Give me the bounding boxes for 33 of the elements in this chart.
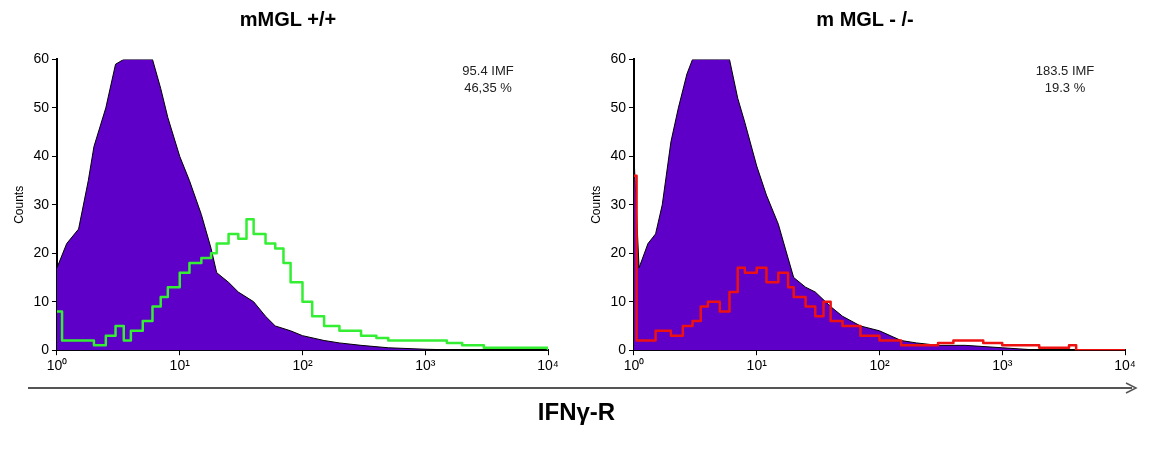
y-axis-title: Counts [11, 185, 26, 224]
y-tick-label: 30 [610, 195, 627, 212]
y-tick-label: 60 [33, 50, 50, 67]
x-tick-label: 10³ [992, 357, 1013, 374]
y-tick-label: 60 [610, 50, 627, 67]
annotation: 46,35 % [464, 80, 513, 96]
y-tick-label: 20 [610, 244, 627, 261]
y-tick-label: 50 [610, 98, 627, 115]
y-tick-label: 50 [33, 98, 50, 115]
y-axis-title: Counts [588, 185, 603, 224]
y-tick-label: 30 [33, 195, 50, 212]
x-tick-label: 10¹ [746, 357, 768, 374]
y-tick-label: 0 [41, 341, 50, 358]
y-tick-label: 10 [33, 292, 50, 309]
annotation: 95.4 IMF [462, 63, 514, 79]
y-tick-label: 40 [610, 147, 627, 164]
chart-title: mMGL +/+ [238, 8, 338, 32]
x-tick-label: 10⁰ [623, 357, 645, 374]
annotation: 19.3 % [1044, 80, 1086, 96]
x-tick-label: 10⁴ [537, 357, 559, 374]
y-tick-label: 10 [610, 292, 627, 309]
y-tick-label: 40 [33, 147, 50, 164]
x-tick-label: 10² [292, 357, 313, 374]
y-tick-label: 20 [33, 244, 50, 261]
x-tick-label: 10² [869, 357, 890, 374]
x-tick-label: 10³ [415, 357, 436, 374]
y-tick-label: 0 [618, 341, 627, 358]
x-axis-title: IFNγ-R [536, 398, 617, 426]
x-tick-label: 10⁰ [46, 357, 68, 374]
x-tick-label: 10⁴ [1114, 357, 1136, 374]
x-tick-label: 10¹ [169, 357, 191, 374]
chart-title: m MGL - /- [815, 8, 915, 32]
annotation: 183.5 IMF [1035, 63, 1095, 79]
